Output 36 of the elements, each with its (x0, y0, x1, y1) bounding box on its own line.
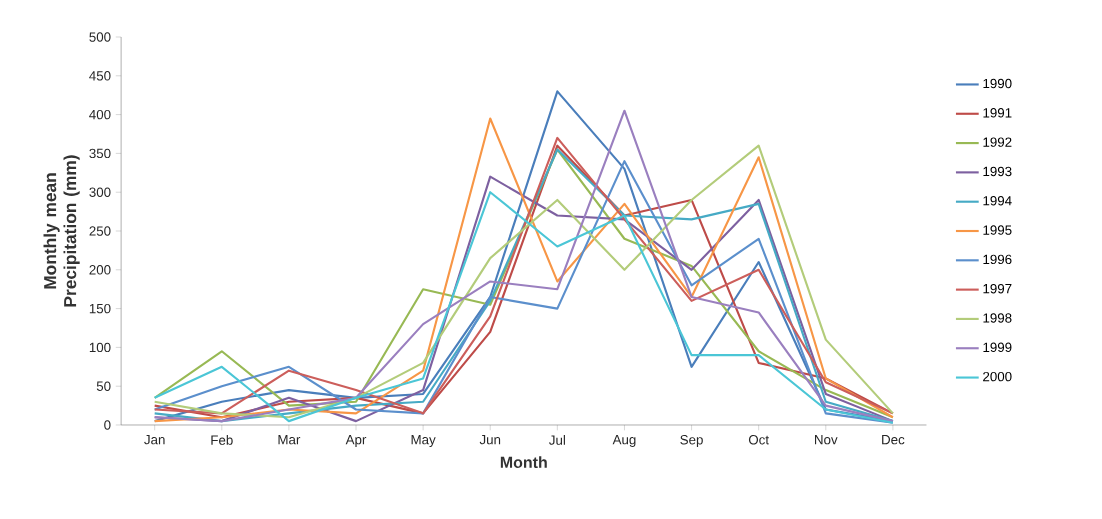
y-tick-label: 50 (96, 381, 111, 391)
y-tick-label: 450 (89, 71, 111, 81)
x-tick-label: Jun (479, 435, 501, 445)
x-tick-label: Apr (345, 435, 367, 447)
legend-label: 1997 (983, 283, 1012, 294)
legend-label: 1990 (983, 78, 1012, 89)
y-tick-label: 100 (89, 342, 111, 353)
legend-label: 1996 (983, 254, 1012, 265)
y-tick-label: 300 (89, 187, 111, 197)
y-tick-label: 0 (104, 420, 111, 430)
x-tick-label: Nov (815, 435, 838, 445)
legend-label: 1992 (983, 137, 1012, 147)
x-tick-label: Jan (144, 435, 165, 445)
y-tick-label: 350 (89, 148, 111, 159)
x-tick-label: Feb (211, 435, 233, 445)
y-tick-label: 200 (89, 265, 111, 275)
legend-label: 1993 (983, 166, 1012, 177)
y-tick-label: 150 (89, 303, 111, 314)
y-tick-label: 250 (89, 226, 111, 236)
legend-label: 1991 (983, 108, 1012, 118)
x-tick-label: Sep (680, 435, 703, 448)
x-tick-label: Oct (748, 435, 769, 445)
y-tick-label: 400 (89, 109, 111, 120)
legend-label: 2000 (983, 371, 1012, 382)
x-tick-label: Jul (549, 435, 565, 445)
x-tick-label: Dec (882, 435, 905, 445)
x-tick-label: Aug (612, 435, 636, 447)
y-tick-label: 500 (89, 32, 111, 42)
legend-label: 1994 (983, 196, 1012, 206)
x-tick-label: May (411, 435, 436, 447)
x-axis-title: Month (500, 456, 547, 469)
legend-label: 1998 (983, 313, 1012, 323)
x-tick-label: Mar (278, 435, 301, 445)
legend-label: 1995 (983, 225, 1012, 235)
legend-label: 1999 (983, 342, 1012, 353)
y-axis-title: Monthly mean Precipitation (mm) (43, 155, 80, 307)
